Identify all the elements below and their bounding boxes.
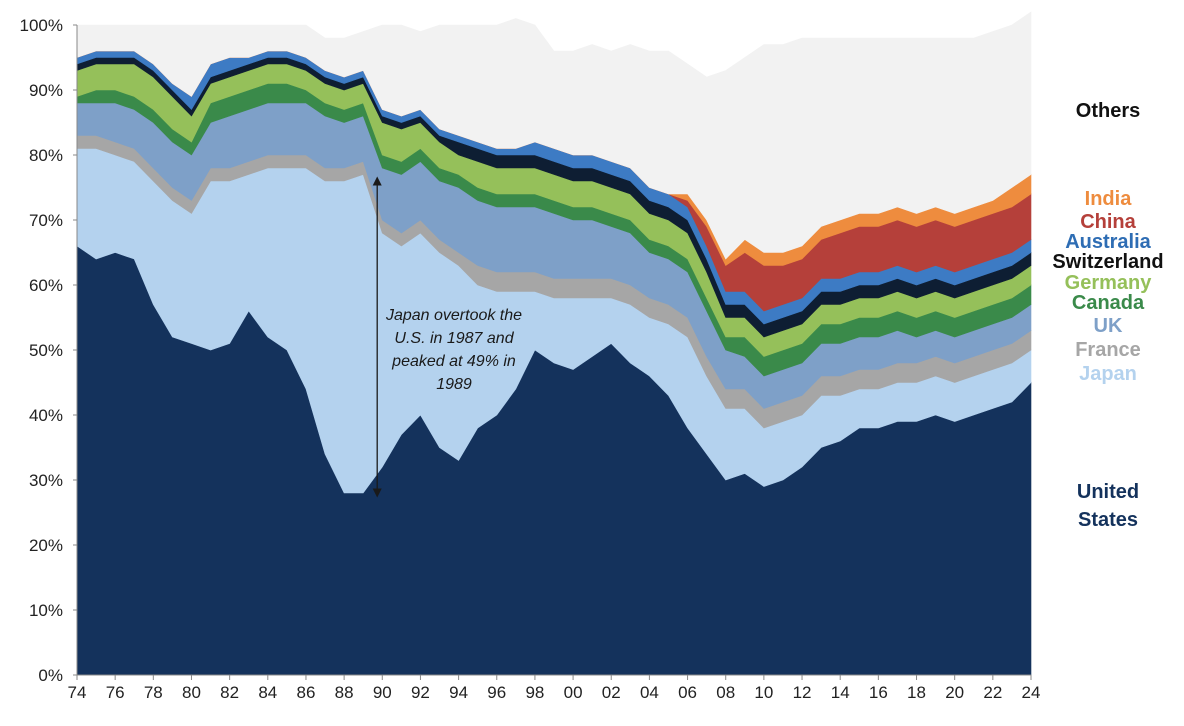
x-tick-label: 94 bbox=[449, 683, 468, 702]
x-tick-label: 82 bbox=[220, 683, 239, 702]
x-tick-label: 90 bbox=[373, 683, 392, 702]
legend-label-japan: Japan bbox=[1079, 363, 1137, 385]
x-tick-label: 96 bbox=[487, 683, 506, 702]
legend-label-uk: UK bbox=[1094, 315, 1123, 337]
y-tick-label: 0% bbox=[38, 666, 63, 685]
y-tick-label: 90% bbox=[29, 81, 63, 100]
y-tick-label: 60% bbox=[29, 276, 63, 295]
x-tick-label: 04 bbox=[640, 683, 659, 702]
annotation-text-line: Japan overtook the bbox=[385, 307, 522, 324]
x-tick-label: 00 bbox=[564, 683, 583, 702]
x-tick-label: 18 bbox=[907, 683, 926, 702]
legend-group: Others IndiaChinaAustraliaSwitzerlandGerm… bbox=[1052, 100, 1163, 531]
x-tick-label: 24 bbox=[1022, 683, 1041, 702]
y-tick-label: 100% bbox=[20, 16, 63, 35]
x-tick-label: 12 bbox=[793, 683, 812, 702]
x-tick-label: 92 bbox=[411, 683, 430, 702]
legend-label-france: France bbox=[1075, 339, 1141, 361]
legend-label-canada: Canada bbox=[1072, 292, 1145, 314]
area-series-group bbox=[76, 11, 1032, 676]
x-tick-label: 98 bbox=[525, 683, 544, 702]
x-tick-label: 76 bbox=[106, 683, 125, 702]
x-tick-label: 84 bbox=[258, 683, 277, 702]
legend-label-germany: Germany bbox=[1065, 272, 1153, 294]
axes-group: 0% 10% 20% 30% 40% 50% 60% 70% 80% 90% 100% 74 76 78 8… bbox=[20, 16, 1041, 702]
y-tick-label: 30% bbox=[29, 471, 63, 490]
y-tick-label: 80% bbox=[29, 146, 63, 165]
x-tick-label: 08 bbox=[716, 683, 735, 702]
annotation-text-line: U.S. in 1987 and bbox=[394, 330, 514, 347]
x-tick-label: 16 bbox=[869, 683, 888, 702]
annotation-text-line: peaked at 49% in bbox=[391, 353, 516, 370]
y-tick-label: 20% bbox=[29, 536, 63, 555]
legend-label-switzerland: Switzerland bbox=[1052, 251, 1163, 273]
annotation-group: Japan overtook the U.S. in 1987 and peaked… bbox=[372, 176, 522, 498]
y-tick-label: 70% bbox=[29, 211, 63, 230]
x-tick-label: 22 bbox=[983, 683, 1002, 702]
x-tick-label: 88 bbox=[335, 683, 354, 702]
legend-label-united-states: States bbox=[1078, 509, 1138, 531]
legend-label-australia: Australia bbox=[1065, 231, 1151, 253]
legend-label-india: India bbox=[1085, 188, 1133, 210]
x-tick-label: 20 bbox=[945, 683, 964, 702]
x-tick-label: 80 bbox=[182, 683, 201, 702]
x-tick-label: 78 bbox=[144, 683, 163, 702]
x-tick-label: 86 bbox=[296, 683, 315, 702]
x-tick-label: 02 bbox=[602, 683, 621, 702]
legend-label-china: China bbox=[1080, 211, 1136, 233]
annotation-text-line: 1989 bbox=[436, 376, 472, 393]
x-tick-label: 74 bbox=[68, 683, 87, 702]
x-tick-label: 14 bbox=[831, 683, 850, 702]
y-tick-label: 10% bbox=[29, 601, 63, 620]
x-tick-label: 10 bbox=[754, 683, 773, 702]
x-tick-label: 06 bbox=[678, 683, 697, 702]
y-tick-label: 50% bbox=[29, 341, 63, 360]
y-tick-label: 40% bbox=[29, 406, 63, 425]
legend-label-others: Others bbox=[1076, 100, 1140, 122]
area-others bbox=[76, 11, 1032, 260]
legend-label-united-states: United bbox=[1077, 481, 1139, 503]
